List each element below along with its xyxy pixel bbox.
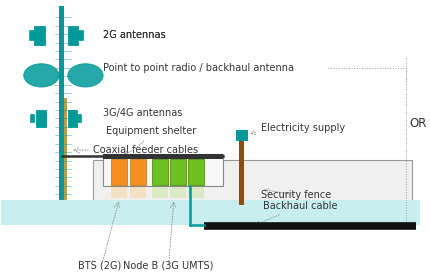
Bar	[170, 186, 186, 198]
Text: Coaxial feeder cables: Coaxial feeder cables	[93, 145, 198, 155]
Bar	[104, 154, 223, 159]
Text: 2G antennas: 2G antennas	[104, 30, 166, 40]
Bar	[34, 26, 45, 45]
Text: BTS (2G): BTS (2G)	[78, 260, 121, 270]
Bar	[78, 30, 83, 40]
Bar	[130, 186, 146, 198]
Text: Node B (3G UMTS): Node B (3G UMTS)	[123, 260, 214, 270]
Bar	[68, 110, 77, 126]
Bar	[152, 186, 168, 198]
Bar	[237, 130, 247, 140]
Circle shape	[24, 64, 59, 87]
Text: OR: OR	[410, 117, 427, 130]
Text: Electricity supply: Electricity supply	[251, 123, 345, 135]
Bar	[188, 159, 204, 185]
Bar	[93, 160, 412, 214]
Bar	[111, 186, 127, 198]
Text: 2G antennas: 2G antennas	[104, 30, 166, 40]
Bar	[170, 159, 186, 185]
Bar	[29, 30, 34, 40]
Bar	[240, 139, 245, 205]
Text: Backhaul cable: Backhaul cable	[256, 201, 338, 225]
Bar	[152, 159, 168, 185]
Text: Security fence: Security fence	[261, 189, 331, 200]
Text: Equipment shelter: Equipment shelter	[106, 126, 196, 155]
Text: 3G/4G antennas: 3G/4G antennas	[104, 108, 183, 118]
Bar	[104, 154, 223, 186]
Bar	[64, 98, 67, 200]
Bar	[68, 26, 78, 45]
Bar	[37, 110, 46, 126]
Bar	[188, 186, 204, 198]
Bar	[1, 200, 420, 225]
Bar	[77, 114, 81, 122]
Bar	[111, 159, 127, 185]
Bar	[130, 159, 146, 185]
Bar	[30, 114, 34, 122]
Text: Point to point radio / backhaul antenna: Point to point radio / backhaul antenna	[104, 63, 295, 73]
Bar	[59, 6, 64, 200]
Circle shape	[68, 64, 103, 87]
